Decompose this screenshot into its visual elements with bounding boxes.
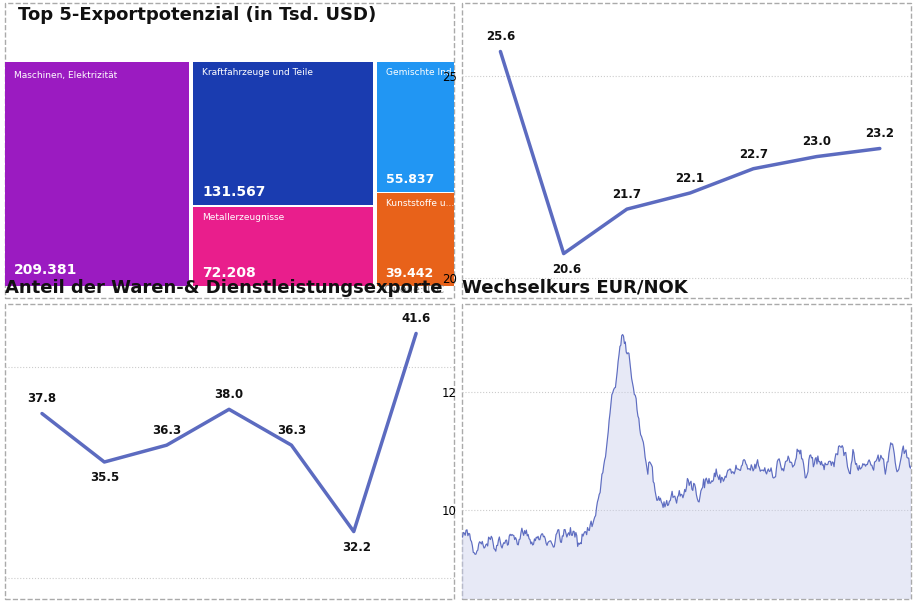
- Bar: [376, 193, 453, 286]
- Text: 37.8: 37.8: [27, 393, 57, 405]
- Text: 35.5: 35.5: [90, 471, 119, 485]
- Text: 21.7: 21.7: [613, 188, 641, 201]
- Text: Top 5-Exportpotenzial (in Tsd. USD): Top 5-Exportpotenzial (in Tsd. USD): [18, 6, 376, 24]
- Bar: [5, 62, 190, 286]
- Text: 41.6: 41.6: [401, 312, 431, 325]
- Text: 131.567: 131.567: [202, 185, 266, 199]
- Bar: [193, 62, 373, 205]
- Text: 36.3: 36.3: [277, 424, 306, 437]
- Bar: [193, 207, 373, 286]
- Text: 25.6: 25.6: [485, 30, 515, 43]
- Text: Quelle: ITC: Quelle: ITC: [385, 285, 444, 295]
- Text: Metallerzeugnisse: Metallerzeugnisse: [202, 213, 284, 222]
- Text: 32.2: 32.2: [342, 541, 371, 554]
- Text: 209.381: 209.381: [14, 264, 77, 278]
- Text: 72.208: 72.208: [202, 266, 256, 281]
- Text: Anteil der Waren-& Dienstleistungsexporte: Anteil der Waren-& Dienstleistungsexport…: [5, 279, 442, 297]
- Text: Kunststoffe u...: Kunststoffe u...: [386, 199, 453, 208]
- Text: Gemischte Ind...: Gemischte Ind...: [386, 68, 460, 77]
- Text: Kraftfahrzeuge und Teile: Kraftfahrzeuge und Teile: [202, 68, 313, 77]
- Text: 39.442: 39.442: [386, 267, 434, 281]
- Text: Wechselkurs EUR/NOK: Wechselkurs EUR/NOK: [463, 279, 688, 297]
- Text: 22.1: 22.1: [676, 172, 704, 185]
- Text: 38.0: 38.0: [214, 388, 244, 401]
- Text: 20.6: 20.6: [551, 263, 581, 276]
- Text: 36.3: 36.3: [152, 424, 181, 437]
- Text: Quelle: IWF: Quelle: IWF: [844, 316, 907, 326]
- Text: Maschinen, Elektrizität: Maschinen, Elektrizität: [14, 71, 117, 80]
- Text: 55.837: 55.837: [386, 173, 434, 186]
- Bar: [376, 62, 453, 191]
- Text: 23.0: 23.0: [802, 135, 831, 149]
- Text: 23.2: 23.2: [866, 128, 894, 140]
- Text: 22.7: 22.7: [739, 147, 768, 161]
